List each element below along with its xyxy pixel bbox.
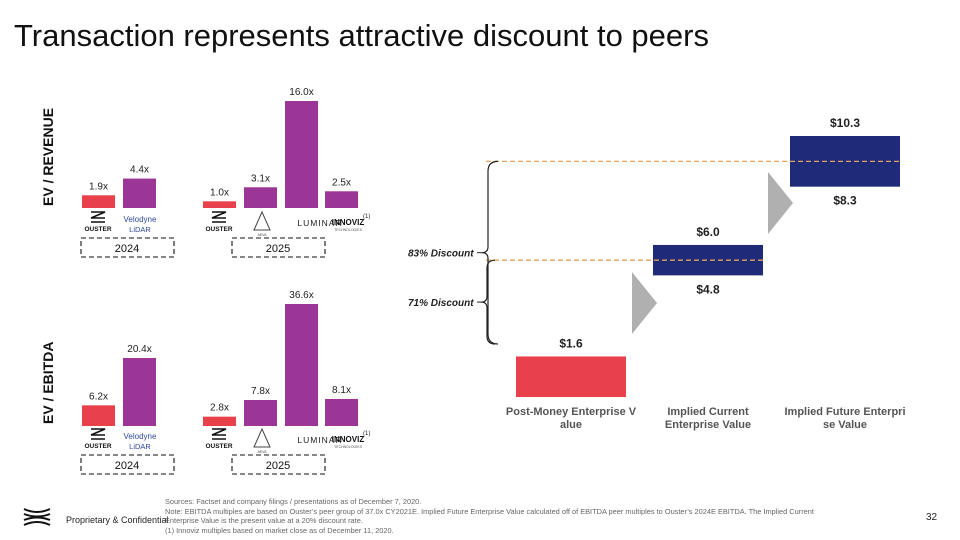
company-name-sub: LiDAR bbox=[129, 225, 151, 234]
bar bbox=[203, 416, 236, 426]
bar-data-label: 2.5x bbox=[332, 177, 351, 188]
company-name: AEVA bbox=[257, 233, 267, 237]
year-group-label: 2024 bbox=[115, 460, 139, 472]
company-name: OUSTER bbox=[205, 443, 232, 450]
footnote-line: Note: EBITDA multiples are based on Oust… bbox=[165, 506, 814, 516]
ouster-logo-icon bbox=[211, 428, 227, 440]
company-name: LUMINAR bbox=[297, 218, 342, 228]
company-name-sub: TECHNOLOGIES bbox=[334, 445, 362, 449]
bar bbox=[325, 399, 358, 426]
company-name: OUSTER bbox=[84, 226, 111, 233]
category-label: se Value bbox=[823, 419, 867, 431]
company-name: INNOVIZ bbox=[332, 435, 365, 444]
waterfall-low-label: $8.3 bbox=[833, 194, 857, 208]
footnote-marker: (1) bbox=[363, 214, 370, 220]
bar bbox=[123, 358, 156, 426]
page-number: 32 bbox=[926, 512, 938, 523]
ouster-logo-icon bbox=[90, 428, 106, 440]
company-name: Velodyne bbox=[124, 432, 157, 441]
footnote-line: Sources: Factset and company filings / p… bbox=[165, 497, 422, 506]
discount-label: 71% Discount bbox=[408, 298, 474, 309]
company-name: LUMINAR bbox=[297, 435, 342, 445]
waterfall-high-label: $6.0 bbox=[696, 225, 720, 239]
bar-data-label: 16.0x bbox=[289, 87, 313, 98]
footnote-marker: (1) bbox=[363, 431, 370, 437]
category-label: Post-Money Enterprise V bbox=[506, 406, 637, 418]
bar bbox=[285, 101, 318, 208]
bar-data-label: 6.2x bbox=[89, 391, 108, 402]
category-label: Enterprise Value bbox=[665, 419, 751, 431]
discount-label: 83% Discount bbox=[408, 249, 474, 260]
bar-data-label: 3.1x bbox=[251, 173, 270, 184]
company-name: Velodyne bbox=[124, 215, 157, 224]
company-name: OUSTER bbox=[84, 443, 111, 450]
bar-data-label: 36.6x bbox=[289, 290, 313, 301]
year-group-label: 2024 bbox=[115, 243, 139, 255]
bar-data-label: 8.1x bbox=[332, 385, 351, 396]
category-label: Implied Current bbox=[667, 406, 749, 418]
chevron-arrow-icon bbox=[632, 272, 657, 334]
bar bbox=[123, 178, 156, 208]
category-label: alue bbox=[560, 419, 582, 431]
footnote-line: Enterprise Value is the present value at… bbox=[165, 516, 363, 526]
bar-data-label: 2.8x bbox=[210, 403, 229, 414]
company-name-sub: TECHNOLOGIES bbox=[334, 228, 362, 232]
ouster-logo-icon bbox=[211, 211, 227, 223]
brace-83-discount bbox=[481, 160, 499, 345]
aeva-logo-icon bbox=[253, 427, 271, 448]
bar-data-label: 7.8x bbox=[251, 386, 270, 397]
company-name-sub: LiDAR bbox=[129, 442, 151, 451]
company-logo-icon bbox=[23, 508, 51, 526]
bar-data-label: 1.9x bbox=[89, 181, 108, 192]
bar-data-label: 4.4x bbox=[130, 165, 149, 176]
bar bbox=[325, 191, 358, 208]
category-label: Implied Future Enterpri bbox=[784, 406, 905, 418]
bar-data-label: 1.0x bbox=[210, 187, 229, 198]
company-name: INNOVIZ bbox=[332, 218, 365, 227]
company-name: AEVA bbox=[257, 450, 267, 454]
chevron-arrow-icon bbox=[768, 172, 793, 234]
bar bbox=[285, 304, 318, 426]
bar bbox=[244, 400, 277, 426]
waterfall-low-label: $4.8 bbox=[696, 282, 720, 296]
year-group-label: 2025 bbox=[266, 243, 290, 255]
company-name: OUSTER bbox=[205, 226, 232, 233]
bar bbox=[82, 195, 115, 208]
bar bbox=[82, 405, 115, 426]
footnotes: Sources: Factset and company filings / p… bbox=[165, 497, 885, 535]
aeva-logo-icon bbox=[253, 210, 271, 231]
bar-data-label: 20.4x bbox=[127, 344, 151, 355]
waterfall-high-label: $1.6 bbox=[559, 336, 583, 350]
year-group-label: 2025 bbox=[266, 460, 290, 472]
waterfall-bar bbox=[516, 356, 626, 397]
ouster-logo-icon bbox=[90, 211, 106, 223]
page-title: Transaction represents attractive discou… bbox=[14, 18, 709, 53]
bar bbox=[203, 201, 236, 208]
footnote-line: (1) Innoviz multiples based on market cl… bbox=[165, 525, 394, 535]
footer-confidential-label: Proprietary & Confidential bbox=[66, 515, 169, 525]
waterfall-high-label: $10.3 bbox=[830, 116, 860, 130]
bar bbox=[244, 187, 277, 208]
